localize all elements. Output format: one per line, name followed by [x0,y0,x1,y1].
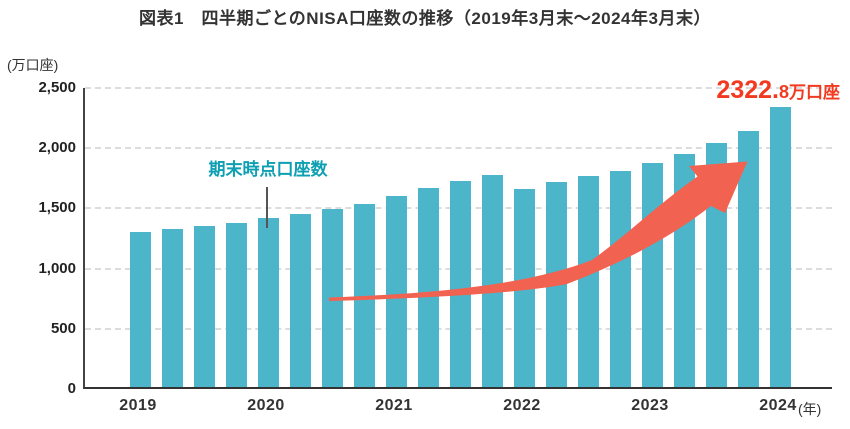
bar-2022/9 [577,176,599,387]
bar-2021/12 [481,174,503,387]
bar-2023/12 [737,130,759,387]
bar-2023/6 [673,154,695,387]
bar-2019/6 [161,229,183,387]
bar-2019/3 [129,232,151,387]
final-value-unit: 万口座 [789,83,840,102]
y-tick-label: 2,000 [38,139,76,157]
bar-2021/9 [449,180,471,387]
bar-2021/3 [385,196,407,387]
x-tick-label-2021: 2021 [375,397,413,414]
bar-2020/3 [257,217,279,387]
x-tick-label-2023: 2023 [631,397,669,414]
x-tick-label-2019: 2019 [119,397,157,414]
y-axis-unit-label: (万口座) [7,57,59,73]
annotation-label: 期末時点口座数 [208,160,328,179]
y-axis-labels: 0 500 1,000 1,500 2,000 2,500 [0,79,76,397]
x-tick-label-2020: 2020 [247,397,285,414]
x-axis-unit-label: (年) [798,401,822,417]
bar-2020/9 [321,209,343,387]
bar-2024/3 [769,107,791,387]
bar-2022/12 [609,171,631,387]
gridline [85,87,832,89]
final-value-label: 2322.8万口座 [716,76,840,105]
x-tick-label-2022: 2022 [503,397,541,414]
chart-title: 図表1 四半期ごとのNISA口座数の推移（2019年3月末～2024年3月末） [139,9,711,28]
bar-2019/12 [225,222,247,387]
bar-2020/6 [289,213,311,387]
annotation-pointer-line [266,187,268,228]
bar-2022/3 [513,188,535,387]
final-value-decimal: 8 [778,82,789,102]
bar-2020/12 [353,204,375,387]
bar-2021/6 [417,187,439,387]
x-axis-labels: (年) 2019 2020 2021 2022 2023 2024 [83,397,850,423]
y-tick-label: 500 [50,319,76,337]
gridline [85,147,832,150]
bar-2023/9 [705,142,727,387]
y-tick-label: 1,500 [38,199,76,217]
plot-area: 期末時点口座数 2322.8万口座 [83,76,840,389]
final-value-integer: 2322. [716,76,779,104]
y-tick-label: 1,000 [38,259,76,277]
y-tick-label: 2,500 [38,79,76,96]
x-tick-label-2024: 2024 [759,397,797,414]
bar-2022/6 [545,182,567,387]
bar-2019/9 [193,225,215,387]
bar-2023/3 [641,163,663,387]
y-tick-label: 0 [67,380,76,397]
